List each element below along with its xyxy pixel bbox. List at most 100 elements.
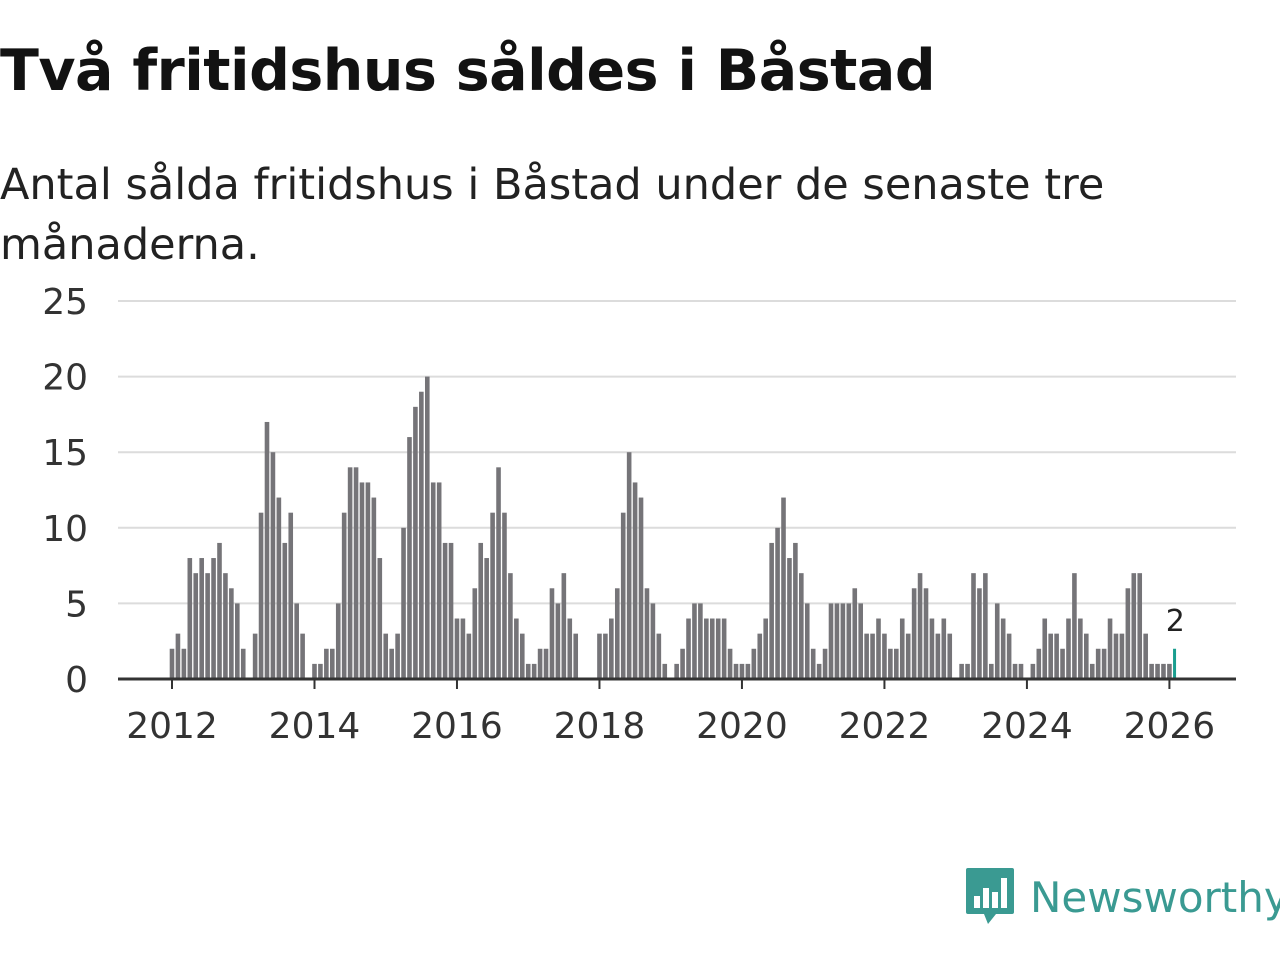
bar xyxy=(199,558,204,679)
bar xyxy=(840,603,846,679)
bar xyxy=(407,437,412,679)
y-tick-label: 10 xyxy=(42,509,88,550)
x-tick-label: 2012 xyxy=(126,706,218,747)
bar xyxy=(353,467,359,679)
bar xyxy=(567,618,573,679)
newsworthy-logo: Newsworthy xyxy=(964,866,1280,928)
bar xyxy=(270,452,276,679)
bar xyxy=(1000,618,1006,679)
bar xyxy=(383,633,389,679)
bar xyxy=(229,588,234,679)
bar xyxy=(614,588,620,679)
newsworthy-logo-icon xyxy=(966,868,1014,924)
bar xyxy=(478,542,484,679)
bar xyxy=(1006,633,1012,679)
bar xyxy=(638,497,644,679)
bar xyxy=(864,633,869,679)
bar xyxy=(911,588,917,679)
bar xyxy=(300,633,305,679)
bar xyxy=(1101,648,1107,679)
y-tick-label: 0 xyxy=(65,660,88,701)
bar xyxy=(810,648,816,679)
bar xyxy=(181,648,187,679)
bar xyxy=(680,648,685,679)
bar-highlight xyxy=(1173,648,1177,679)
bar xyxy=(965,663,970,679)
bar xyxy=(223,573,228,679)
bar xyxy=(745,663,751,679)
bar xyxy=(894,648,899,679)
bar xyxy=(252,633,258,679)
bar xyxy=(1030,663,1036,679)
bar xyxy=(1042,618,1048,679)
bar xyxy=(508,573,513,679)
bar xyxy=(828,603,834,679)
bar xyxy=(175,633,181,679)
bar xyxy=(644,588,650,679)
bar xyxy=(715,618,721,679)
bar xyxy=(626,452,632,679)
bar xyxy=(888,648,893,679)
bar xyxy=(852,588,858,679)
bar xyxy=(983,573,988,679)
bar xyxy=(727,648,733,679)
bar xyxy=(816,663,822,679)
bar xyxy=(971,573,976,679)
bar xyxy=(549,588,555,679)
chart-subtitle: Antal sålda fritidshus i Båstad under de… xyxy=(0,160,1105,270)
bar xyxy=(899,618,905,679)
x-tick-label: 2024 xyxy=(981,706,1073,747)
bar xyxy=(169,648,175,679)
bar xyxy=(531,663,537,679)
bar xyxy=(692,603,697,679)
bar xyxy=(739,663,745,679)
chart-title: Två fritidshus såldes i Båstad xyxy=(0,38,936,104)
bar xyxy=(846,603,852,679)
bar xyxy=(525,663,531,679)
bar xyxy=(466,633,472,679)
bar xyxy=(704,618,709,679)
bar xyxy=(935,633,941,679)
bar xyxy=(858,603,863,679)
bar xyxy=(424,376,430,679)
bar xyxy=(1072,573,1077,679)
bar xyxy=(472,588,478,679)
bar xyxy=(1161,663,1166,679)
bar xyxy=(543,648,549,679)
bar xyxy=(555,603,561,679)
bar xyxy=(1066,618,1071,679)
x-tick-label: 2018 xyxy=(554,706,646,747)
bar xyxy=(235,603,240,679)
bar xyxy=(347,467,353,679)
y-tick-label: 25 xyxy=(42,282,88,323)
x-tick-label: 2014 xyxy=(269,706,361,747)
y-tick-label: 5 xyxy=(65,584,88,625)
bar xyxy=(537,648,543,679)
bar xyxy=(1143,633,1148,679)
y-tick-label: 15 xyxy=(42,433,88,474)
bars: 2 xyxy=(169,376,1185,679)
bar xyxy=(484,558,489,679)
bar xyxy=(989,663,994,679)
bar xyxy=(804,603,810,679)
bar xyxy=(1125,588,1131,679)
bar xyxy=(674,663,679,679)
bar xyxy=(318,663,323,679)
highlight-data-label: 2 xyxy=(1166,604,1185,639)
bar xyxy=(905,633,911,679)
bar xyxy=(573,633,579,679)
bar xyxy=(561,573,567,679)
bar xyxy=(371,497,377,679)
bar xyxy=(698,603,703,679)
bar xyxy=(294,603,299,679)
bar xyxy=(882,633,887,679)
bar xyxy=(460,618,466,679)
bar xyxy=(941,618,947,679)
bar xyxy=(264,421,270,679)
bar xyxy=(324,648,329,679)
bar xyxy=(834,603,840,679)
bar xyxy=(947,633,953,679)
bar xyxy=(341,512,347,679)
bar xyxy=(656,633,662,679)
bar xyxy=(822,648,828,679)
